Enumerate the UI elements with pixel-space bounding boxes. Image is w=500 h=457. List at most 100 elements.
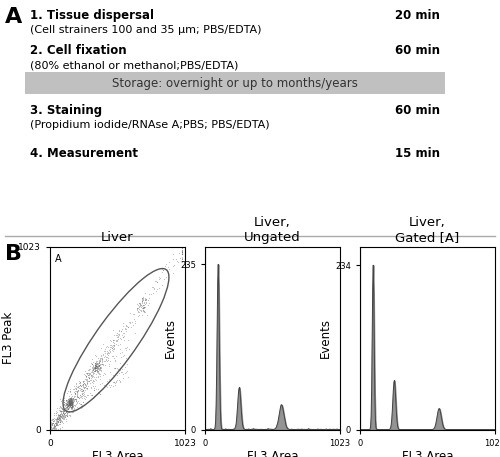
Point <box>164 259 172 266</box>
Point <box>158 268 166 276</box>
Point <box>86 372 94 380</box>
Point <box>80 378 88 385</box>
Point <box>77 392 85 399</box>
Point <box>88 361 96 368</box>
Point <box>84 373 92 381</box>
Point <box>55 406 63 414</box>
Point <box>114 377 122 384</box>
Point <box>63 404 71 411</box>
Point <box>150 283 158 291</box>
Point <box>47 425 55 432</box>
Point <box>96 376 104 383</box>
Point <box>56 425 64 433</box>
Point <box>96 358 104 365</box>
Point <box>88 355 96 362</box>
Point <box>134 306 141 313</box>
Point <box>56 395 64 402</box>
Point <box>72 389 80 397</box>
Point <box>48 424 56 431</box>
Point <box>60 398 68 405</box>
Point <box>92 361 100 368</box>
Point <box>63 404 71 412</box>
Point <box>98 361 106 368</box>
Point <box>178 247 186 255</box>
Point <box>74 388 82 395</box>
Point <box>65 397 73 404</box>
Point <box>58 412 66 419</box>
Point <box>137 302 145 309</box>
Point <box>136 299 144 307</box>
Point <box>124 324 132 331</box>
Point <box>142 297 150 304</box>
Point <box>67 394 75 402</box>
Point <box>85 375 93 382</box>
Point <box>88 382 96 389</box>
Point <box>66 402 74 409</box>
Point <box>66 401 74 409</box>
Point <box>100 340 108 347</box>
Point <box>90 367 98 374</box>
Point <box>138 298 145 306</box>
Point <box>112 364 120 372</box>
Point <box>88 378 96 385</box>
Point <box>163 267 171 274</box>
Point <box>92 364 100 372</box>
Point <box>76 379 84 387</box>
Point <box>52 421 60 428</box>
Point <box>66 394 74 402</box>
Point <box>82 376 90 383</box>
Point <box>103 357 111 365</box>
Point <box>139 308 147 315</box>
Point <box>138 295 146 303</box>
Point <box>68 401 76 408</box>
Point <box>80 377 88 385</box>
Point <box>60 411 68 419</box>
Point <box>72 379 80 386</box>
Point <box>89 370 97 377</box>
Point <box>62 409 70 417</box>
Point <box>136 307 143 314</box>
Point <box>68 397 76 404</box>
Point <box>58 417 66 425</box>
Point <box>94 385 102 393</box>
Point <box>94 365 102 372</box>
Point <box>56 413 64 420</box>
Point <box>85 367 93 374</box>
Point <box>68 397 76 404</box>
Point <box>80 371 88 378</box>
Point <box>52 420 60 428</box>
Point <box>90 366 98 373</box>
Point <box>64 399 72 406</box>
Point <box>65 399 73 406</box>
Text: 60 min: 60 min <box>395 104 440 117</box>
Point <box>108 338 116 345</box>
Point <box>62 400 70 407</box>
Point <box>87 374 95 382</box>
Point <box>68 394 76 402</box>
Point <box>49 419 57 426</box>
Point <box>48 420 56 427</box>
Point <box>75 382 83 389</box>
Point <box>100 350 108 357</box>
Point <box>68 397 76 404</box>
Point <box>142 298 150 306</box>
Point <box>60 414 68 421</box>
Point <box>66 399 74 406</box>
Point <box>65 400 73 408</box>
Y-axis label: Events: Events <box>164 318 177 358</box>
Point <box>120 329 128 336</box>
Point <box>58 405 66 412</box>
Point <box>67 400 75 407</box>
Point <box>49 416 57 423</box>
Point <box>96 357 104 365</box>
Point <box>76 381 84 388</box>
Point <box>150 285 158 292</box>
Point <box>126 318 134 325</box>
Point <box>103 384 111 391</box>
Point <box>67 398 75 405</box>
Point <box>54 418 62 425</box>
Point <box>64 403 72 410</box>
Text: 2. Cell fixation: 2. Cell fixation <box>30 44 126 57</box>
Point <box>90 369 98 377</box>
Point <box>54 411 62 419</box>
